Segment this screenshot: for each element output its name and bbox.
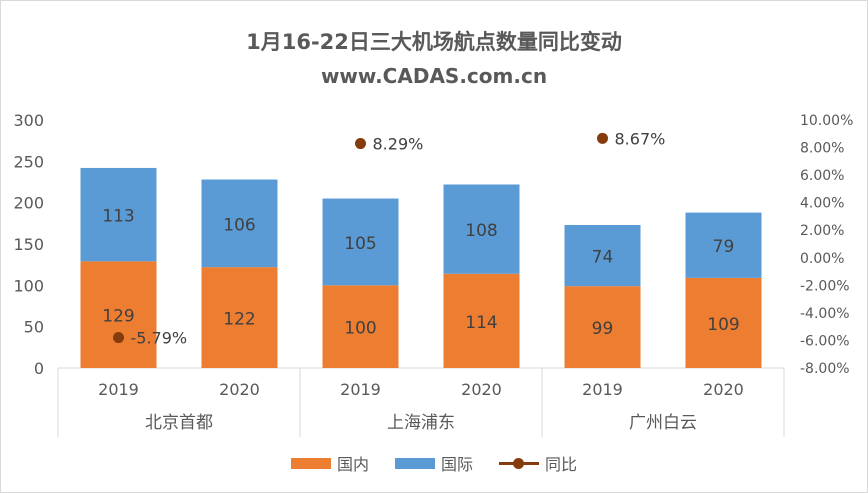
yoy-data-label: -5.79% (131, 329, 188, 348)
yoy-marker (597, 132, 608, 144)
bar-international (322, 198, 399, 286)
y-left-tick-label: 150 (13, 235, 44, 254)
yoy-marker (113, 332, 124, 344)
bar-international (80, 167, 157, 262)
bar-international (564, 224, 641, 287)
legend-item-domestic: 国内 (290, 451, 369, 475)
x-group-label: 上海浦东 (387, 413, 455, 433)
bar-international (443, 184, 520, 274)
y-right-tick-label: 4.00% (800, 196, 844, 212)
y-right-tick-label: 10.00% (800, 113, 853, 129)
legend-item-international: 国际 (394, 451, 473, 475)
legend-item-yoy: 同比 (499, 451, 577, 475)
x-tick-label-year: 2019 (98, 380, 139, 399)
data-label-international: 105 (344, 234, 376, 254)
y-right-tick-label: -4.00% (800, 306, 850, 322)
y-right-tick-label: 0.00% (800, 251, 844, 267)
legend-label-domestic: 国内 (336, 455, 369, 474)
data-label-domestic: 100 (344, 319, 376, 339)
y-right-tick-label: 6.00% (800, 168, 844, 184)
y-left-tick-label: 200 (13, 194, 44, 213)
bar-domestic (80, 261, 157, 368)
x-tick-label-year: 2019 (340, 380, 381, 399)
data-label-international: 74 (592, 248, 614, 268)
data-label-domestic: 129 (102, 307, 134, 327)
data-label-international: 106 (223, 215, 255, 235)
chart-title: 1月16-22日三大机场航点数量同比变动 (246, 30, 622, 54)
y-right-tick-label: -6.00% (800, 333, 850, 349)
bar-domestic (685, 277, 762, 368)
legend-swatch-international (394, 457, 435, 469)
yoy-marker (355, 138, 366, 150)
x-tick-label-year: 2020 (461, 380, 502, 399)
data-label-domestic: 114 (465, 313, 497, 333)
y-right-tick-label: 2.00% (800, 223, 844, 239)
legend-label-yoy: 同比 (545, 455, 578, 474)
x-tick-label-year: 2020 (703, 380, 744, 399)
bar-international (201, 179, 278, 268)
bar-international (685, 212, 762, 278)
bar-domestic (201, 267, 278, 368)
y-left-tick-label: 0 (34, 359, 44, 378)
y-left-tick-label: 250 (13, 152, 44, 171)
data-label-domestic: 99 (592, 319, 614, 339)
y-left-tick-label: 100 (13, 276, 44, 295)
bar-domestic (564, 286, 641, 368)
data-label-domestic: 109 (707, 315, 739, 335)
bar-domestic (443, 273, 520, 368)
data-label-international: 79 (713, 237, 735, 257)
bar-domestic (322, 285, 399, 368)
x-tick-label-year: 2019 (582, 380, 623, 399)
y-left-tick-label: 300 (13, 111, 44, 130)
y-right-tick-label: -8.00% (800, 361, 850, 377)
x-tick-label-year: 2020 (219, 380, 260, 399)
x-group-label: 北京首都 (145, 413, 213, 433)
x-group-label: 广州白云 (629, 413, 697, 433)
yoy-data-label: 8.67% (615, 129, 666, 148)
legend-swatch-yoy (499, 457, 539, 469)
y-right-tick-label: -2.00% (800, 278, 850, 294)
legend-swatch-domestic (290, 457, 331, 469)
data-label-domestic: 122 (223, 310, 255, 330)
y-left-tick-label: 50 (24, 318, 44, 337)
y-right-tick-label: 8.00% (800, 141, 844, 157)
data-label-international: 113 (102, 207, 134, 227)
chart-subtitle: www.CADAS.com.cn (320, 64, 548, 88)
legend-label-international: 国际 (440, 455, 473, 474)
chart-legend: 国内 国际 同比 (0, 451, 868, 475)
yoy-data-label: 8.29% (373, 135, 424, 154)
data-label-international: 108 (465, 221, 497, 241)
